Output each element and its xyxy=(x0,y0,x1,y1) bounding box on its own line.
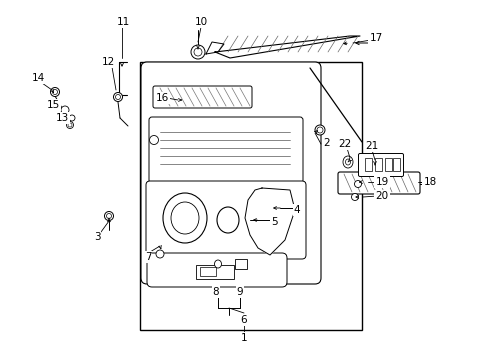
Text: 7: 7 xyxy=(144,252,151,262)
Bar xyxy=(200,267,216,276)
Ellipse shape xyxy=(50,87,60,96)
Ellipse shape xyxy=(156,250,163,258)
Ellipse shape xyxy=(194,48,202,56)
Text: 17: 17 xyxy=(368,33,382,43)
Bar xyxy=(235,259,246,269)
Ellipse shape xyxy=(191,45,204,59)
Polygon shape xyxy=(244,188,294,255)
Bar xyxy=(374,158,381,171)
Text: 10: 10 xyxy=(194,17,207,27)
Text: 8: 8 xyxy=(212,287,219,297)
Ellipse shape xyxy=(316,127,323,133)
Text: 14: 14 xyxy=(31,73,44,83)
Text: 18: 18 xyxy=(423,177,436,187)
Text: 20: 20 xyxy=(375,191,388,201)
Text: 13: 13 xyxy=(55,113,68,123)
Ellipse shape xyxy=(113,93,122,102)
Text: 11: 11 xyxy=(116,17,129,27)
Text: 3: 3 xyxy=(94,232,100,242)
Text: 21: 21 xyxy=(365,141,378,151)
Ellipse shape xyxy=(104,211,113,220)
Text: 5: 5 xyxy=(270,217,277,227)
Ellipse shape xyxy=(149,135,158,144)
Text: 22: 22 xyxy=(338,139,351,149)
Ellipse shape xyxy=(214,260,221,268)
Ellipse shape xyxy=(163,193,206,243)
Polygon shape xyxy=(215,36,359,58)
Bar xyxy=(392,158,399,171)
FancyBboxPatch shape xyxy=(337,172,419,194)
FancyBboxPatch shape xyxy=(146,181,305,259)
Ellipse shape xyxy=(106,213,111,219)
Text: 1: 1 xyxy=(240,333,247,343)
Text: 12: 12 xyxy=(101,57,114,67)
Ellipse shape xyxy=(342,156,352,168)
Ellipse shape xyxy=(345,159,350,165)
Bar xyxy=(196,265,234,279)
Ellipse shape xyxy=(68,123,72,127)
Text: 19: 19 xyxy=(375,177,388,187)
Ellipse shape xyxy=(61,106,69,114)
Ellipse shape xyxy=(171,202,199,234)
Bar xyxy=(384,158,391,171)
Polygon shape xyxy=(205,42,224,54)
Text: 4: 4 xyxy=(293,205,300,215)
Text: 6: 6 xyxy=(240,315,247,325)
Ellipse shape xyxy=(69,115,75,121)
Bar xyxy=(364,158,371,171)
FancyBboxPatch shape xyxy=(149,117,303,183)
Ellipse shape xyxy=(354,180,361,188)
FancyBboxPatch shape xyxy=(141,62,320,284)
Text: 15: 15 xyxy=(46,100,60,110)
Ellipse shape xyxy=(217,207,239,233)
Ellipse shape xyxy=(115,94,120,99)
Text: 2: 2 xyxy=(323,138,329,148)
FancyBboxPatch shape xyxy=(153,86,251,108)
Ellipse shape xyxy=(52,90,58,94)
Text: 9: 9 xyxy=(236,287,243,297)
Ellipse shape xyxy=(351,194,358,201)
Ellipse shape xyxy=(66,122,73,129)
Bar xyxy=(140,62,361,330)
FancyBboxPatch shape xyxy=(147,253,286,287)
Text: 16: 16 xyxy=(155,93,168,103)
Ellipse shape xyxy=(314,125,325,135)
FancyBboxPatch shape xyxy=(358,153,403,176)
